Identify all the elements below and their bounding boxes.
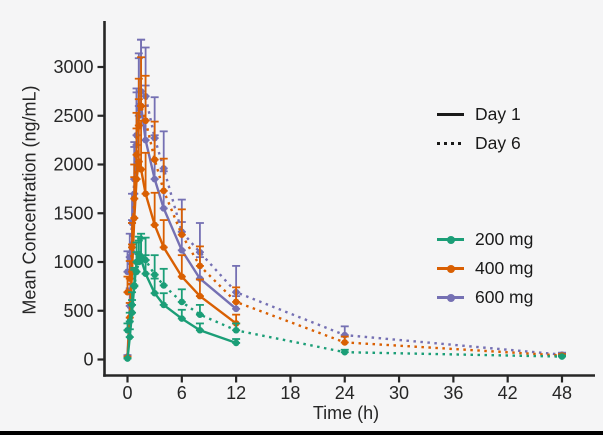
200-mg-day-1-point-t4 — [160, 301, 168, 309]
400-mg-day-1-point-t0.75 — [130, 214, 138, 222]
y-tick-label-500: 500 — [63, 301, 93, 321]
200-mg-day-6-point-t3 — [151, 271, 158, 278]
x-axis-title: Time (h) — [312, 403, 380, 423]
400-mg-day-1-point-t1 — [133, 175, 140, 183]
y-tick-label-1500: 1500 — [53, 203, 93, 223]
sample-dot — [446, 264, 455, 273]
legend-label-day-1: Day 1 — [475, 104, 521, 124]
day-legend: Day 1 Day 6 — [437, 100, 521, 158]
200-mg-day-1-point-t0 — [124, 355, 131, 362]
x-tick-label-30: 30 — [389, 383, 409, 403]
400-mg-day-6-point-t4 — [160, 187, 168, 195]
solid-line-sample — [437, 113, 464, 116]
legend-label-day-6: Day 6 — [475, 133, 521, 153]
600-mg-day-1-point-t3 — [151, 175, 158, 183]
400-mg-day-1-point-t4 — [160, 244, 168, 251]
200-mg-day-1-point-t2 — [142, 270, 149, 278]
y-tick-label-2500: 2500 — [53, 106, 93, 126]
y-tick-label-2000: 2000 — [53, 155, 93, 175]
200-mg-day-1-point-t0.75 — [130, 282, 138, 289]
200-mg-day-6-point-t24 — [341, 348, 349, 356]
200-mg-day-1-point-t0.5 — [128, 309, 136, 317]
legend-item-600mg: 600 mg — [437, 283, 533, 312]
legend-item-day-1: Day 1 — [437, 100, 521, 129]
200-mg-day-1-point-t3 — [151, 289, 158, 297]
200-mg-day-6-point-t48 — [558, 353, 566, 360]
400-mg-day-6-point-t0 — [124, 288, 131, 296]
600-mg-day-1-point-t2 — [142, 136, 149, 144]
400-mg-day-1-point-t6 — [178, 273, 186, 280]
600-mg-day-1-point-t12 — [232, 305, 240, 313]
legend-label-200mg: 200 mg — [475, 229, 534, 249]
400-mg-day-6-point-t8 — [196, 262, 204, 270]
x-tick-label-42: 42 — [498, 383, 518, 403]
x-tick-label-48: 48 — [552, 383, 572, 403]
200-mg-day-6-point-t6 — [178, 298, 186, 306]
x-tick-label-18: 18 — [280, 383, 300, 403]
legend-label-600mg: 600 mg — [475, 287, 534, 307]
bottom-border-bar — [0, 431, 603, 435]
200-mg-day-6-point-t8 — [196, 311, 204, 318]
legend-item-400mg: 400 mg — [437, 254, 533, 283]
400-mg-day-6-point-t6 — [178, 231, 186, 238]
dashed-line-sample — [437, 142, 464, 145]
sample-dot — [446, 293, 455, 302]
legend-label-400mg: 400 mg — [475, 258, 534, 278]
400mg-line-dot-sample — [437, 264, 464, 274]
400-mg-day-6-point-t24 — [341, 339, 349, 346]
200-mg-day-1-point-t8 — [196, 326, 204, 334]
400-mg-day-1-point-t8 — [196, 292, 204, 300]
sample-dot — [446, 235, 455, 244]
200mg-line-dot-sample — [437, 235, 464, 245]
600-mg-day-1-point-t4 — [160, 205, 168, 212]
x-tick-label-12: 12 — [226, 383, 246, 403]
200-mg-day-6-point-t12 — [232, 326, 240, 334]
legend-item-200mg: 200 mg — [437, 225, 533, 254]
y-tick-label-3000: 3000 — [53, 57, 93, 77]
x-tick-label-24: 24 — [335, 383, 355, 403]
200-mg-day-1-point-t0.25 — [126, 333, 134, 341]
x-tick-label-36: 36 — [443, 383, 463, 403]
y-tick-label-1000: 1000 — [53, 252, 93, 272]
400-mg-day-1-point-t1.25 — [135, 158, 143, 165]
400-mg-day-6-line — [126, 104, 563, 357]
y-tick-label-0: 0 — [83, 350, 93, 370]
y-axis-title: Mean Concentration (ng/mL) — [19, 85, 40, 315]
400-mg-day-6-point-t2 — [142, 117, 149, 124]
400-mg-day-1-point-t1.5 — [137, 166, 145, 173]
200-mg-day-1-point-t1.5 — [137, 255, 145, 263]
600mg-line-dot-sample — [437, 293, 464, 303]
200-mg-day-6-line — [126, 255, 563, 358]
400-mg-day-6-point-t12 — [232, 298, 240, 306]
400-mg-day-1-point-t3 — [151, 221, 158, 229]
dose-legend: 200 mg 400 mg 600 mg — [437, 225, 533, 312]
x-tick-label-0: 0 — [122, 383, 132, 403]
200-mg-day-1-point-t12 — [232, 339, 240, 347]
200-mg-day-6-point-t4 — [160, 282, 168, 289]
legend-item-day-6: Day 6 — [437, 129, 521, 158]
400-mg-day-6-point-t3 — [151, 156, 158, 163]
200-mg-day-1-point-t6 — [178, 315, 186, 322]
x-tick-label-6: 6 — [177, 383, 187, 403]
600-mg-day-1-point-t6 — [178, 247, 186, 254]
400-mg-day-1-point-t2 — [142, 190, 149, 198]
